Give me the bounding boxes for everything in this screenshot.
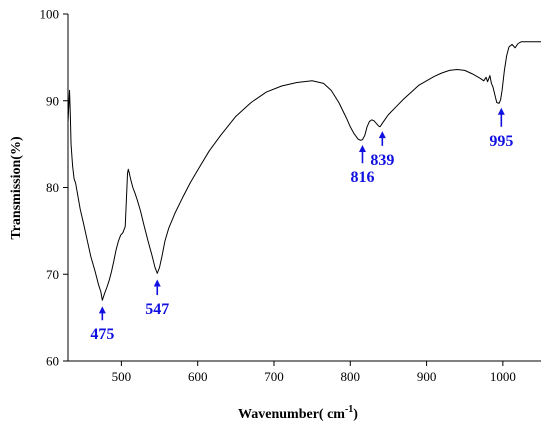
peak-arrow-head: [98, 306, 106, 314]
x-tick-label: 700: [264, 369, 284, 384]
peak-label: 547: [145, 301, 169, 318]
peak-arrow-head: [358, 144, 366, 152]
peak-annotation-995: 995: [489, 107, 513, 150]
x-axis: 500 600 700 800 900 1000: [68, 360, 541, 384]
peak-label: 475: [90, 326, 114, 343]
y-tick-label: 70: [46, 267, 59, 282]
peak-label: 839: [370, 152, 394, 169]
peak-label: 995: [489, 133, 513, 150]
peak-arrow-head: [153, 279, 161, 287]
peak-annotation-816: 816: [350, 144, 374, 186]
x-axis-title: Wavenumber( cm-1): [238, 404, 358, 422]
y-axis-title: Transmission(%): [9, 136, 24, 240]
spectrum-line: [67, 41, 541, 301]
peak-arrow-head: [378, 131, 386, 139]
x-tick-label: 1000: [490, 369, 516, 384]
y-tick-label: 60: [46, 354, 59, 369]
peak-annotation-547: 547: [145, 279, 169, 318]
x-axis-title-superscript: -1: [345, 404, 353, 415]
y-tick-label: 100: [40, 7, 60, 22]
peak-annotation-475: 475: [90, 306, 114, 343]
y-tick-label: 80: [46, 180, 59, 195]
x-tick-label: 900: [417, 369, 437, 384]
x-tick-label: 800: [341, 369, 361, 384]
peak-label: 816: [350, 169, 374, 186]
y-axis: 60 70 80 90 100: [40, 7, 69, 369]
x-tick-label: 500: [112, 369, 132, 384]
y-tick-label: 90: [46, 93, 59, 108]
plot-area: [67, 41, 541, 301]
x-tick-label: 600: [188, 369, 208, 384]
peak-annotation-839: 839: [370, 131, 394, 169]
peak-arrow-head: [497, 107, 505, 115]
